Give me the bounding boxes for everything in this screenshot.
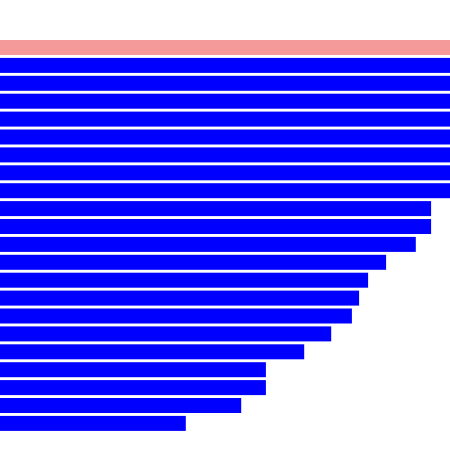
bars-group — [0, 40, 450, 431]
bar — [0, 344, 305, 360]
bar — [0, 75, 450, 91]
bar — [0, 183, 450, 199]
bar — [0, 326, 332, 342]
bar — [0, 380, 266, 396]
bar — [0, 147, 450, 163]
bar — [0, 219, 432, 234]
bar — [0, 93, 450, 109]
bar — [0, 362, 266, 378]
bar — [0, 398, 242, 413]
bar — [0, 308, 352, 324]
bar — [0, 254, 387, 270]
bar — [0, 290, 360, 306]
bar — [0, 236, 416, 252]
bar — [0, 57, 450, 73]
bar — [0, 415, 186, 431]
bar — [0, 129, 450, 145]
bar — [0, 272, 369, 288]
bar — [0, 201, 432, 217]
bar — [0, 165, 450, 181]
bar-highlighted — [0, 40, 450, 55]
bar — [0, 111, 450, 127]
